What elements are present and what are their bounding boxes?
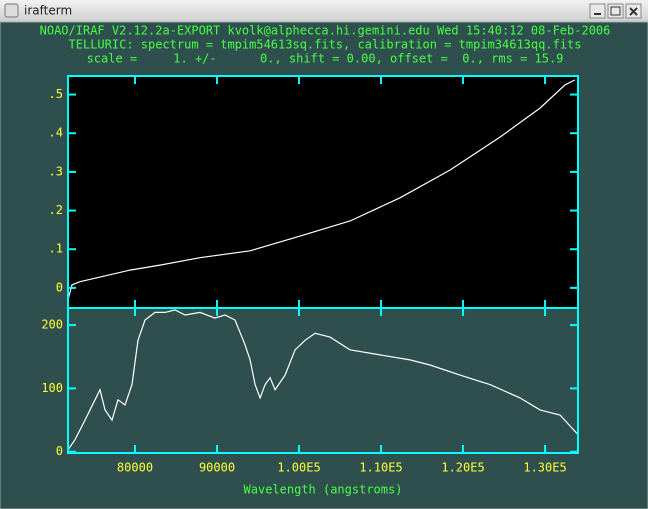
y-tick-label: 200 — [41, 318, 63, 332]
minimize-button[interactable] — [589, 3, 606, 19]
close-glyph — [629, 7, 638, 16]
y-tick-label: .3 — [49, 164, 63, 178]
plot-area — [68, 308, 578, 453]
x-tick-label: 80000 — [117, 461, 153, 475]
window-buttons — [589, 3, 642, 19]
y-tick-label: .1 — [49, 242, 63, 256]
window-border — [0, 21, 648, 509]
x-tick-label: 1.30E5 — [523, 461, 566, 475]
y-tick-label: .4 — [49, 126, 63, 140]
x-axis-label: Wavelength (angstroms) — [244, 483, 403, 497]
spectrum-line — [67, 79, 576, 301]
x-tick-label: 1.20E5 — [441, 461, 484, 475]
header-line: scale = 1. +/- 0., shift = 0.00, offset … — [87, 52, 564, 66]
plot-area — [68, 76, 578, 308]
title-bar — [0, 0, 648, 22]
maximize-button[interactable] — [607, 3, 624, 19]
y-tick-label: .5 — [49, 87, 63, 101]
window-title: irafterm — [24, 4, 72, 18]
y-tick-label: 100 — [41, 381, 63, 395]
y-tick-label: 0 — [56, 280, 63, 294]
y-tick-label: .2 — [49, 203, 63, 217]
plot-frame — [67, 307, 579, 454]
window-icon[interactable] — [4, 3, 19, 18]
spectrum-line — [67, 309, 579, 451]
header-line: TELLURIC: spectrum = tmpim54613sq.fits, … — [69, 38, 582, 52]
y-tick-label: 0 — [56, 444, 63, 458]
x-tick-label: 90000 — [199, 461, 235, 475]
x-tick-label: 1.00E5 — [277, 461, 320, 475]
header-line: NOAO/IRAF V2.12.2a-EXPORT kvolk@alphecca… — [40, 24, 611, 38]
maximize-glyph — [610, 6, 621, 16]
x-tick-label: 1.10E5 — [359, 461, 402, 475]
